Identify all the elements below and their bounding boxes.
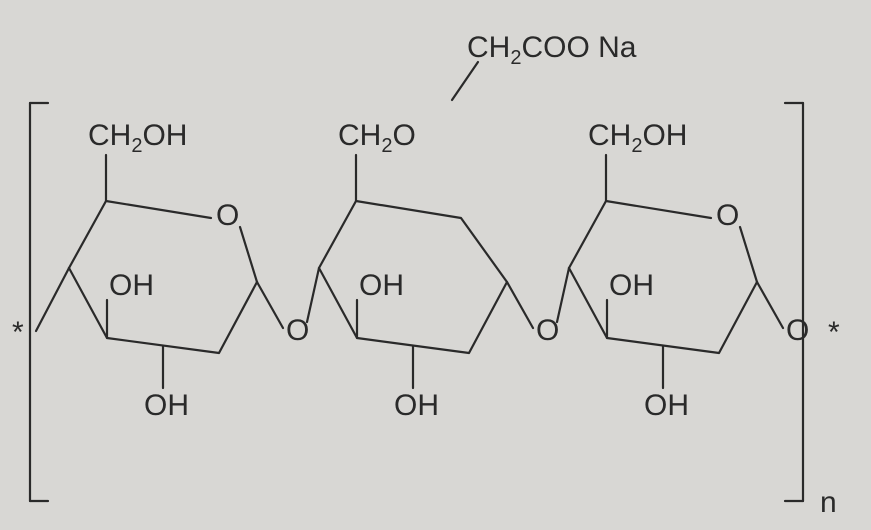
oh-in-unit1: OH: [109, 269, 154, 302]
glucose-unit-1: [36, 155, 283, 388]
glycosidic-oxygen-3: O: [786, 314, 809, 347]
left-terminal-star: *: [12, 316, 24, 349]
glucose-unit-3: [557, 155, 783, 388]
ch2oh-unit1: CH2OH: [88, 119, 187, 157]
glycosidic-oxygen-1: O: [286, 314, 309, 347]
repeat-subscript: n: [820, 486, 837, 519]
oh-down-unit2: OH: [394, 389, 439, 422]
right-bracket: [785, 103, 803, 501]
oh-in-unit3: OH: [609, 269, 654, 302]
ch2coona: CH2COO Na: [467, 31, 637, 69]
oh-down-unit3: OH: [644, 389, 689, 422]
cmc-structure-diagram: n * *: [0, 0, 871, 530]
oh-down-unit1: OH: [144, 389, 189, 422]
ring-oxygen-unit1: O: [216, 199, 239, 232]
glycosidic-oxygen-2: O: [536, 314, 559, 347]
ring-oxygen-unit3: O: [716, 199, 739, 232]
ch2o-unit2: CH2O: [338, 119, 416, 157]
left-bracket: [30, 103, 48, 501]
ch2oh-unit3: CH2OH: [588, 119, 687, 157]
right-terminal-star: *: [828, 316, 840, 349]
oh-in-unit2: OH: [359, 269, 404, 302]
glucose-unit-2: [307, 62, 533, 388]
